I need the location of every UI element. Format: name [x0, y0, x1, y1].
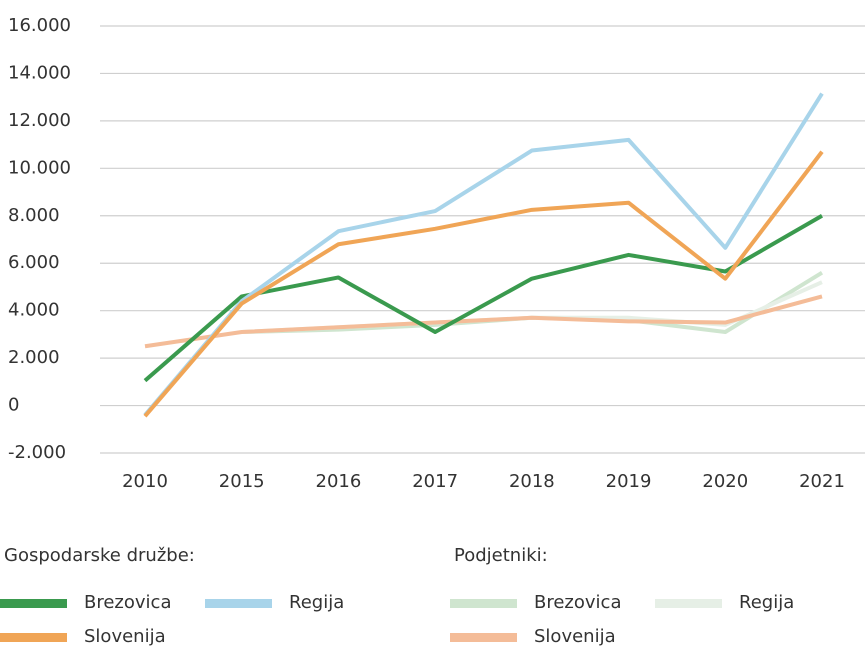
x-tick-label: 2018 — [509, 471, 555, 492]
legend-swatch — [205, 599, 272, 608]
legend-swatch — [655, 599, 722, 608]
y-tick-label: 16.000 — [8, 15, 71, 36]
y-tick-label: 10.000 — [8, 157, 71, 178]
y-tick-label: 2.000 — [8, 347, 60, 368]
y-tick-label: -2.000 — [8, 442, 66, 463]
legend-label: Slovenija — [534, 626, 616, 647]
x-tick-label: 2015 — [219, 471, 265, 492]
y-tick-label: 14.000 — [8, 62, 71, 83]
x-tick-label: 2016 — [316, 471, 362, 492]
y-tick-label: 0 — [8, 395, 19, 416]
y-tick-label: 4.000 — [8, 300, 60, 321]
x-tick-label: 2010 — [122, 471, 168, 492]
x-tick-label: 2017 — [412, 471, 458, 492]
x-tick-label: 2020 — [702, 471, 748, 492]
series-line — [241, 271, 824, 335]
legend-title: Gospodarske družbe: — [4, 545, 195, 566]
y-tick-label: 6.000 — [8, 252, 60, 273]
legend-label: Regija — [739, 592, 794, 613]
x-tick-label: 2021 — [799, 471, 845, 492]
legend-label: Regija — [289, 592, 344, 613]
legend-swatch — [0, 633, 67, 642]
legend-label: Slovenija — [84, 626, 166, 647]
legend-title: Podjetniki: — [454, 545, 548, 566]
y-tick-label: 12.000 — [8, 110, 71, 131]
legend-label: Brezovica — [534, 592, 621, 613]
legend-label: Brezovica — [84, 592, 171, 613]
legend-swatch — [450, 633, 517, 642]
series-line — [143, 92, 824, 417]
series-line — [144, 294, 823, 349]
legend-swatch — [450, 599, 517, 608]
y-tick-label: 8.000 — [8, 205, 60, 226]
x-tick-label: 2019 — [606, 471, 652, 492]
legend-swatch — [0, 599, 67, 608]
series-line — [143, 150, 824, 418]
